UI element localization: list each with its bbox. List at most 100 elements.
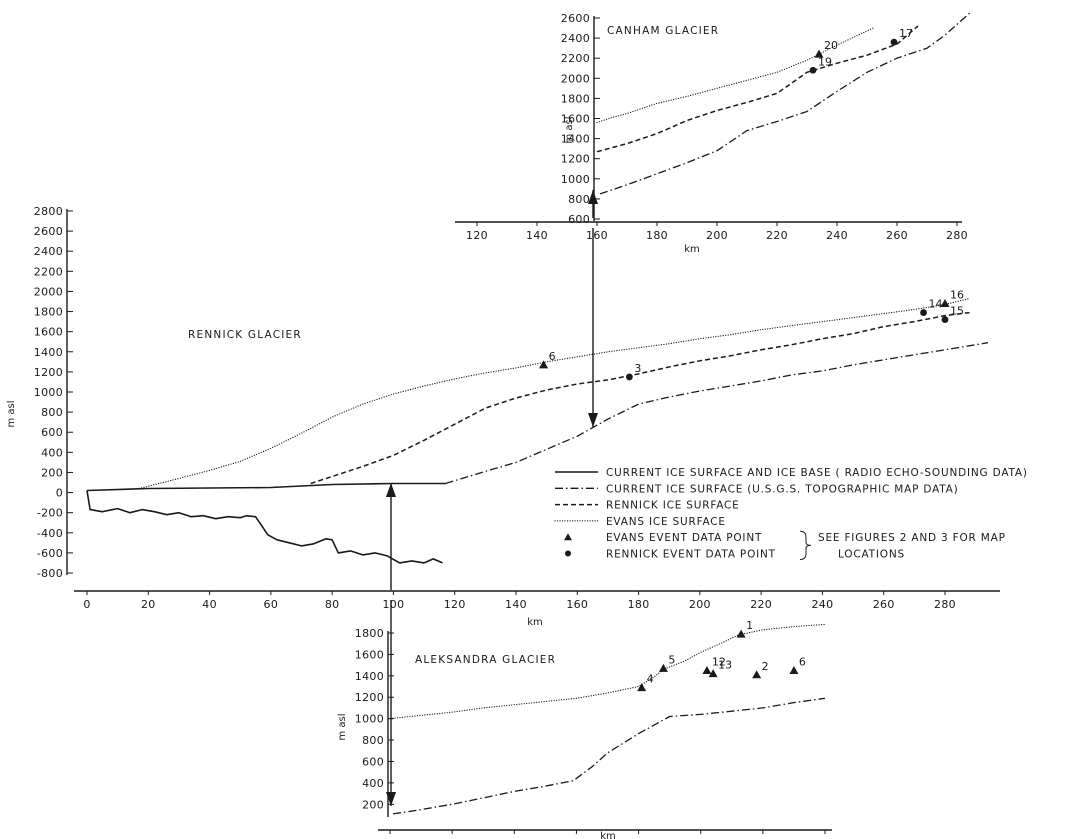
rennick-series-evans [138, 297, 971, 490]
canham-y-tick-label: 1400 [561, 133, 590, 146]
legend-label-evans_pt: EVANS EVENT DATA POINT [606, 532, 762, 544]
rennick-y-tick-label: 0 [56, 487, 63, 500]
aleksandra-x-tick-label: 220 [752, 837, 774, 839]
aleksandra-y-tick-label: 1400 [355, 670, 384, 683]
canham-series-usgs [599, 10, 973, 195]
rennick-x-tick-label: 180 [628, 598, 650, 611]
aleksandra-glacier-panel: 2004006008001000120014001600180010012014… [337, 619, 836, 839]
rennick-y-tick-label: 2200 [34, 265, 63, 278]
aleksandra-evans-event-point [789, 665, 799, 674]
legend-label-rennick: RENNICK ICE SURFACE [606, 500, 740, 512]
rennick-rennick-event-point [920, 309, 927, 316]
rennick-x-tick-label: 260 [873, 598, 895, 611]
rennick-y-tick-label: 1800 [34, 306, 63, 319]
aleksandra-series-evans [389, 623, 826, 720]
aleksandra-event-label: 5 [668, 653, 675, 666]
aleksandra-y-tick-label: 1000 [355, 713, 384, 726]
rennick-event-label: 14 [929, 298, 943, 311]
aleksandra-x-tick-label: 180 [628, 837, 650, 839]
aleksandra-evans-event-point [708, 669, 718, 678]
rennick-series-rennick [310, 311, 970, 485]
rennick-series-radio_surface [86, 482, 446, 492]
aleksandra-x-tick-label: 140 [503, 837, 525, 839]
legend-note-line: LOCATIONS [838, 549, 905, 561]
aleksandra-evans-event-point [637, 683, 647, 692]
rennick-y-tick-label: -800 [37, 567, 63, 580]
canham-y-tick-label: 800 [568, 193, 590, 206]
canham-x-tick-label: 240 [826, 229, 848, 242]
aleksandra-event-label: 1 [746, 619, 753, 632]
aleksandra-y-tick-label: 200 [362, 798, 384, 811]
aleksandra-x-tick-label: 120 [441, 837, 463, 839]
aleksandra-y-tick-label: 1200 [355, 691, 384, 704]
rennick-evans-event-point [539, 360, 549, 369]
rennick-x-tick-label: 160 [566, 598, 588, 611]
canham-rennick-event-point [890, 38, 898, 46]
rennick-x-tick-label: 280 [934, 598, 956, 611]
canham-x-tick-label: 160 [586, 229, 608, 242]
rennick-y-tick-label: -400 [37, 527, 63, 540]
legend-label-radio_surface: CURRENT ICE SURFACE AND ICE BASE ( RADIO… [606, 467, 1028, 479]
aleksandra-y-tick-label: 1800 [355, 627, 384, 640]
canham-x-tick-label: 280 [946, 229, 968, 242]
aleksandra-y-tick-label: 400 [362, 777, 384, 790]
aleksandra-x-label: km [600, 831, 616, 839]
rennick-x-tick-label: 100 [382, 598, 404, 611]
rennick-y-tick-label: 2000 [34, 285, 63, 298]
aleksandra-x-tick-label: 240 [814, 837, 836, 839]
rennick-x-tick-label: 120 [444, 598, 466, 611]
rennick-event-label: 16 [950, 289, 964, 302]
canham-glacier-panel: 600 800 1000 1200 1400 1600 1800 2000 2200 2400 26… [455, 10, 973, 255]
canham-title: CANHAM GLACIER [607, 25, 719, 37]
rennick-x-label: km [527, 617, 543, 628]
aleksandra-title: ALEKSANDRA GLACIER [415, 654, 556, 666]
aleksandra-x-tick-label: 100 [379, 837, 401, 839]
rennick-series-usgs [445, 342, 989, 485]
canham-y-tick-label: 2400 [561, 32, 590, 45]
aleksandra-y-tick-label: 1600 [355, 648, 384, 661]
arrow-up-to-canham-head [588, 190, 598, 204]
rennick-y-tick-label: 1400 [34, 346, 63, 359]
canham-event-label: 19 [818, 55, 832, 68]
rennick-title: RENNICK GLACIER [188, 329, 302, 341]
aleksandra-x-tick-label: 160 [565, 837, 587, 839]
canham-x-tick-label: 260 [886, 229, 908, 242]
canham-x-tick-label: 140 [526, 229, 548, 242]
aleksandra-evans-event-point [658, 663, 668, 672]
legend-label-usgs: CURRENT ICE SURFACE (U.S.G.S. TOPOGRAPHI… [606, 483, 959, 495]
canham-rennick-event-point [809, 66, 817, 74]
rennick-x-tick-label: 80 [325, 598, 340, 611]
aleksandra-y-tick-label: 600 [362, 755, 384, 768]
rennick-x-tick-label: 140 [505, 598, 527, 611]
arrow-up-to-rennick-surface-head [386, 483, 396, 497]
rennick-x-tick-label: 40 [202, 598, 217, 611]
canham-y-tick-label: 2600 [561, 12, 590, 25]
legend-label-evans: EVANS ICE SURFACE [606, 516, 726, 528]
rennick-y-label: m asl [6, 400, 17, 427]
rennick-x-tick-label: 240 [811, 598, 833, 611]
canham-x-tick-label: 220 [766, 229, 788, 242]
rennick-glacier-panel: -800-600-400-200020040060080010001200140… [6, 205, 1000, 628]
rennick-y-tick-label: 200 [41, 466, 63, 479]
aleksandra-y-tick-label: 800 [362, 734, 384, 747]
aleksandra-evans-event-point [736, 629, 746, 638]
canham-x-tick-label: 200 [706, 229, 728, 242]
rennick-x-tick-label: 20 [141, 598, 156, 611]
canham-x-tick-label: 120 [466, 229, 488, 242]
rennick-y-tick-label: -600 [37, 547, 63, 560]
rennick-y-tick-label: 1200 [34, 366, 63, 379]
aleksandra-event-label: 2 [762, 660, 769, 673]
canham-event-label: 20 [824, 39, 838, 52]
aleksandra-series-usgs [393, 697, 826, 815]
arrow-down-to-aleksandra-head [386, 792, 396, 806]
aleksandra-x-tick-label: 200 [690, 837, 712, 839]
legend-brace [799, 530, 812, 560]
canham-x-label: km [684, 244, 700, 255]
rennick-x-tick-label: 200 [689, 598, 711, 611]
rennick-y-tick-label: 600 [41, 426, 63, 439]
rennick-y-tick-label: 1000 [34, 386, 63, 399]
aleksandra-event-label: 12 [712, 655, 726, 668]
canham-y-label: m asl [564, 116, 575, 143]
rennick-event-label: 3 [634, 362, 641, 375]
